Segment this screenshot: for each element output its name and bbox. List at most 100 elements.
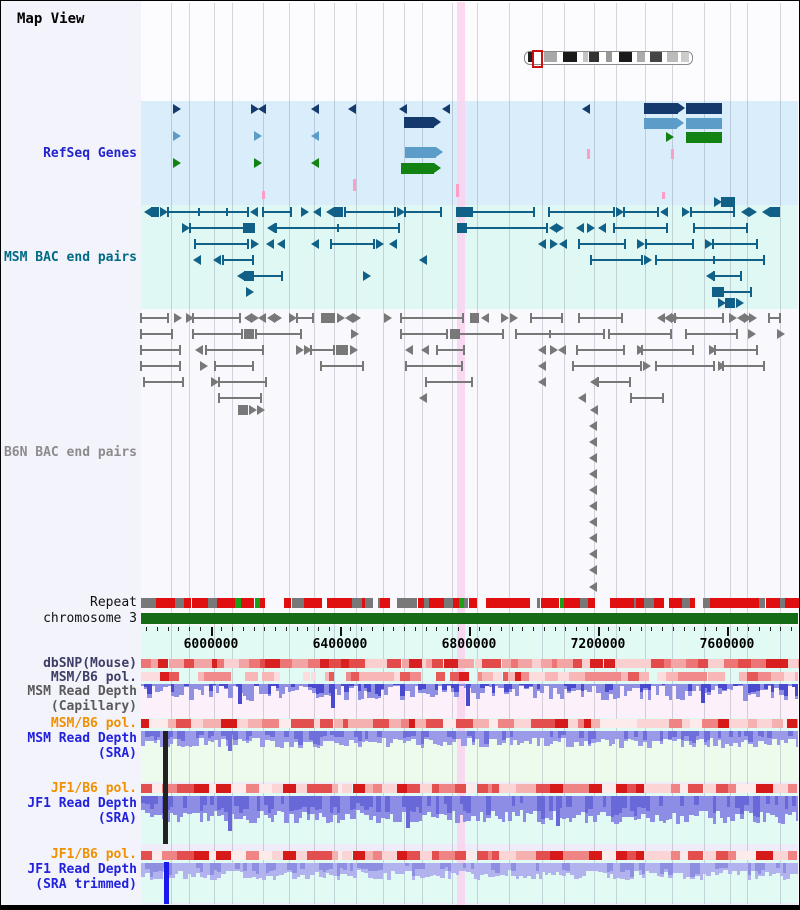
header-area[interactable] xyxy=(141,1,798,101)
msm-bac-glyph[interactable] xyxy=(550,239,558,249)
b6n-bac-glyph[interactable] xyxy=(421,345,429,355)
msm-bac-glyph[interactable] xyxy=(389,239,397,249)
b6n-bac-glyph[interactable] xyxy=(179,361,181,371)
b6n-bac-glyph[interactable] xyxy=(576,345,578,355)
msm-bac-glyph[interactable] xyxy=(763,255,765,265)
msm-bac-glyph[interactable] xyxy=(250,207,258,217)
b6n-bac-glyph[interactable] xyxy=(401,317,463,319)
b6n-bac-glyph[interactable] xyxy=(590,405,598,415)
msm-bac-glyph[interactable] xyxy=(706,271,714,281)
b6n-bac-glyph[interactable] xyxy=(258,313,266,323)
msm-bac-glyph[interactable] xyxy=(223,259,253,261)
msm-bac-glyph[interactable] xyxy=(646,243,693,245)
b6n-bac-glyph[interactable] xyxy=(141,333,172,335)
msm-bac-glyph[interactable] xyxy=(722,287,724,297)
msm-bac-glyph[interactable] xyxy=(556,223,564,233)
msm-bac-glyph[interactable] xyxy=(714,197,722,207)
msm-bac-glyph[interactable] xyxy=(559,239,567,249)
refseq-gene-box[interactable] xyxy=(686,103,722,114)
msm-bac-glyph[interactable] xyxy=(690,207,692,217)
b6n-bac-glyph[interactable] xyxy=(218,377,220,387)
b6n-bac-glyph[interactable] xyxy=(345,313,353,323)
msm-bac-glyph[interactable] xyxy=(616,207,624,217)
msm-bac-glyph[interactable] xyxy=(576,223,584,233)
b6n-bac-glyph[interactable] xyxy=(351,329,359,339)
ideogram-view-region[interactable] xyxy=(532,50,543,68)
b6n-bac-glyph[interactable] xyxy=(267,313,275,323)
b6n-bac-glyph[interactable] xyxy=(251,313,259,323)
msm-bac-glyph[interactable] xyxy=(363,271,371,281)
b6n-bac-glyph[interactable] xyxy=(538,377,546,387)
b6n-bac-glyph[interactable] xyxy=(459,333,503,335)
b6n-bac-glyph[interactable] xyxy=(353,313,361,323)
b6n-bac-glyph[interactable] xyxy=(140,345,142,355)
msm-bac-glyph[interactable] xyxy=(198,208,200,216)
msm-bac-glyph[interactable] xyxy=(645,239,647,249)
b6n-bac-glyph[interactable] xyxy=(405,345,413,355)
msm-bac-glyph[interactable] xyxy=(226,208,228,216)
b6n-bac-glyph[interactable] xyxy=(425,377,427,387)
b6n-bac-glyph[interactable] xyxy=(736,329,738,339)
b6n-bac-glyph[interactable] xyxy=(589,533,597,543)
b6n-bac-glyph[interactable] xyxy=(748,329,756,339)
b6n-bac-glyph[interactable] xyxy=(401,333,447,335)
msm-bac-glyph[interactable] xyxy=(397,207,405,217)
b6n-bac-glyph[interactable] xyxy=(219,397,261,399)
b6n-bac-glyph[interactable] xyxy=(589,421,597,431)
msm-bac-glyph[interactable] xyxy=(337,224,339,232)
b6n-bac-glyph[interactable] xyxy=(289,313,297,323)
b6n-bac-glyph[interactable] xyxy=(722,313,724,323)
b6n-bac-glyph[interactable] xyxy=(179,345,181,355)
refseq-gene-box[interactable] xyxy=(686,132,722,143)
msm-bac-glyph[interactable] xyxy=(637,239,645,249)
b6n-bac-glyph[interactable] xyxy=(590,377,598,387)
b6n-bac-glyph[interactable] xyxy=(577,349,624,351)
b6n-bac-glyph[interactable] xyxy=(333,345,335,355)
refseq-gene-glyph[interactable] xyxy=(173,131,181,141)
b6n-bac-glyph[interactable] xyxy=(241,329,243,339)
msm-bac-glyph[interactable] xyxy=(750,287,752,297)
msm-bac-glyph[interactable] xyxy=(578,239,580,249)
msm-bac-glyph[interactable] xyxy=(714,275,741,277)
b6n-bac-glyph[interactable] xyxy=(219,381,266,383)
msm-bac-glyph[interactable] xyxy=(691,211,734,213)
refseq-gene-glyph[interactable] xyxy=(582,104,590,114)
b6n-bac-glyph[interactable] xyxy=(211,377,219,387)
msm-bac-glyph[interactable] xyxy=(277,239,285,249)
msm-bac-glyph[interactable] xyxy=(549,223,557,233)
b6n-bac-glyph[interactable] xyxy=(471,377,473,387)
msm-bac-glyph[interactable] xyxy=(623,207,625,217)
b6n-bac-glyph[interactable] xyxy=(405,361,407,371)
b6n-bac-glyph[interactable] xyxy=(437,349,464,351)
refseq-gene-arrow[interactable] xyxy=(436,147,443,157)
msm-bac-glyph[interactable] xyxy=(713,243,757,245)
b6n-bac-glyph[interactable] xyxy=(384,313,392,323)
b6n-bac-glyph[interactable] xyxy=(144,381,183,383)
msm-bac-glyph[interactable] xyxy=(440,207,442,217)
b6n-bac-glyph[interactable] xyxy=(215,365,253,367)
b6n-bac-glyph[interactable] xyxy=(400,329,402,339)
msm-bac-glyph[interactable] xyxy=(762,207,770,217)
msm-bac-glyph[interactable] xyxy=(326,207,334,217)
msm-bac-glyph[interactable] xyxy=(657,207,659,217)
b6n-bac-glyph[interactable] xyxy=(192,329,194,339)
b6n-bac-glyph[interactable] xyxy=(662,393,664,403)
msm-bac-track-area[interactable] xyxy=(141,205,798,309)
b6n-bac-glyph[interactable] xyxy=(763,361,765,371)
msm-bac-glyph[interactable] xyxy=(655,255,657,265)
b6n-bac-glyph[interactable] xyxy=(244,329,254,339)
b6n-bac-glyph[interactable] xyxy=(561,313,563,323)
b6n-bac-glyph[interactable] xyxy=(589,565,597,575)
refseq-gene-glyph[interactable] xyxy=(254,158,262,168)
msm-bac-glyph[interactable] xyxy=(193,255,201,265)
b6n-bac-glyph[interactable] xyxy=(589,549,597,559)
msm-bac-glyph[interactable] xyxy=(213,255,221,265)
b6n-bac-glyph[interactable] xyxy=(458,329,460,339)
msm-bac-glyph[interactable] xyxy=(252,255,254,265)
refseq-gene-glyph[interactable] xyxy=(442,104,450,114)
b6n-bac-glyph[interactable] xyxy=(436,345,438,355)
b6n-bac-glyph[interactable] xyxy=(143,377,145,387)
refseq-gene-arrow[interactable] xyxy=(678,103,685,113)
refseq-gene-glyph[interactable] xyxy=(348,104,356,114)
b6n-bac-glyph[interactable] xyxy=(239,313,241,323)
